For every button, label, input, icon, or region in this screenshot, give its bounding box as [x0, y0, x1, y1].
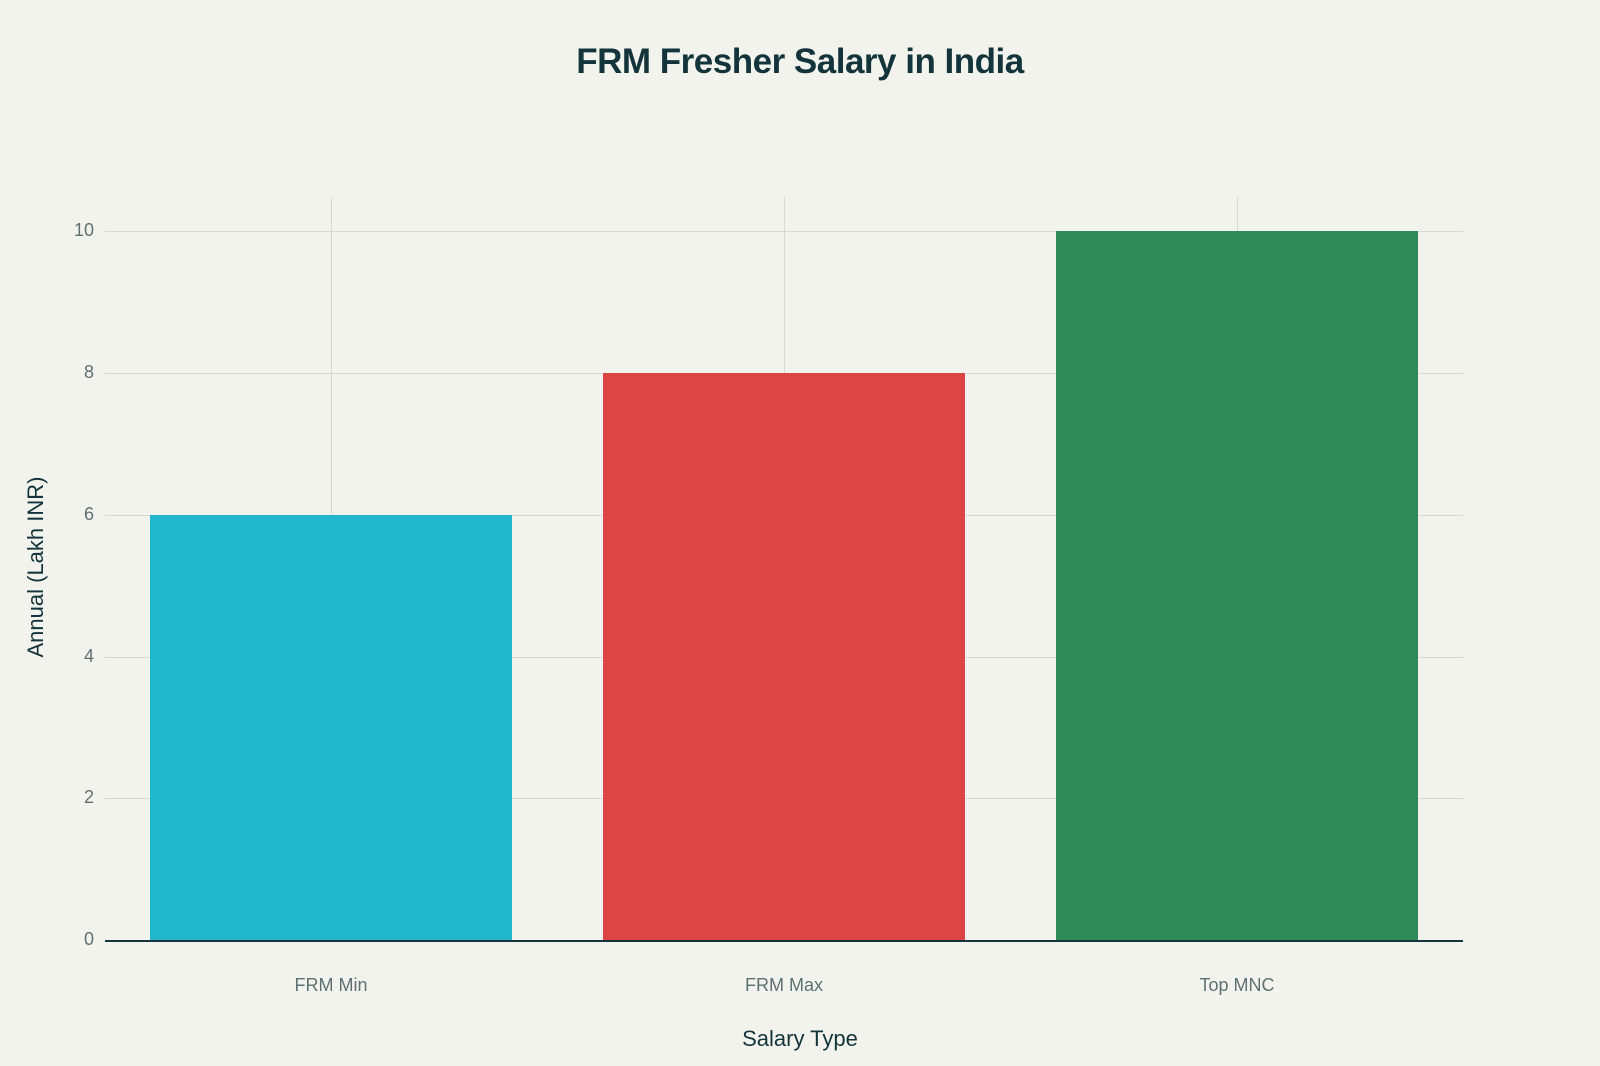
- y-tick-label: 10: [73, 220, 94, 240]
- x-axis-line: [105, 940, 1463, 942]
- x-tick-label: FRM Max: [745, 975, 823, 995]
- x-tick-label: Top MNC: [1199, 975, 1275, 995]
- y-tick-label: 8: [83, 362, 94, 382]
- y-tick-label: 4: [83, 646, 94, 666]
- bar-top-mnc[interactable]: [1056, 231, 1418, 940]
- x-axis-title: Salary Type: [742, 1026, 858, 1051]
- y-tick-label: 2: [83, 787, 94, 807]
- bar-frm-min[interactable]: [150, 515, 512, 940]
- x-tick-label: FRM Min: [294, 975, 368, 995]
- y-axis-title: Annual (Lakh INR): [23, 476, 48, 658]
- y-tick-label: 0: [83, 929, 94, 949]
- chart-title: FRM Fresher Salary in India: [576, 42, 1024, 81]
- y-tick-label: 6: [83, 504, 94, 524]
- bar-frm-max[interactable]: [603, 373, 965, 940]
